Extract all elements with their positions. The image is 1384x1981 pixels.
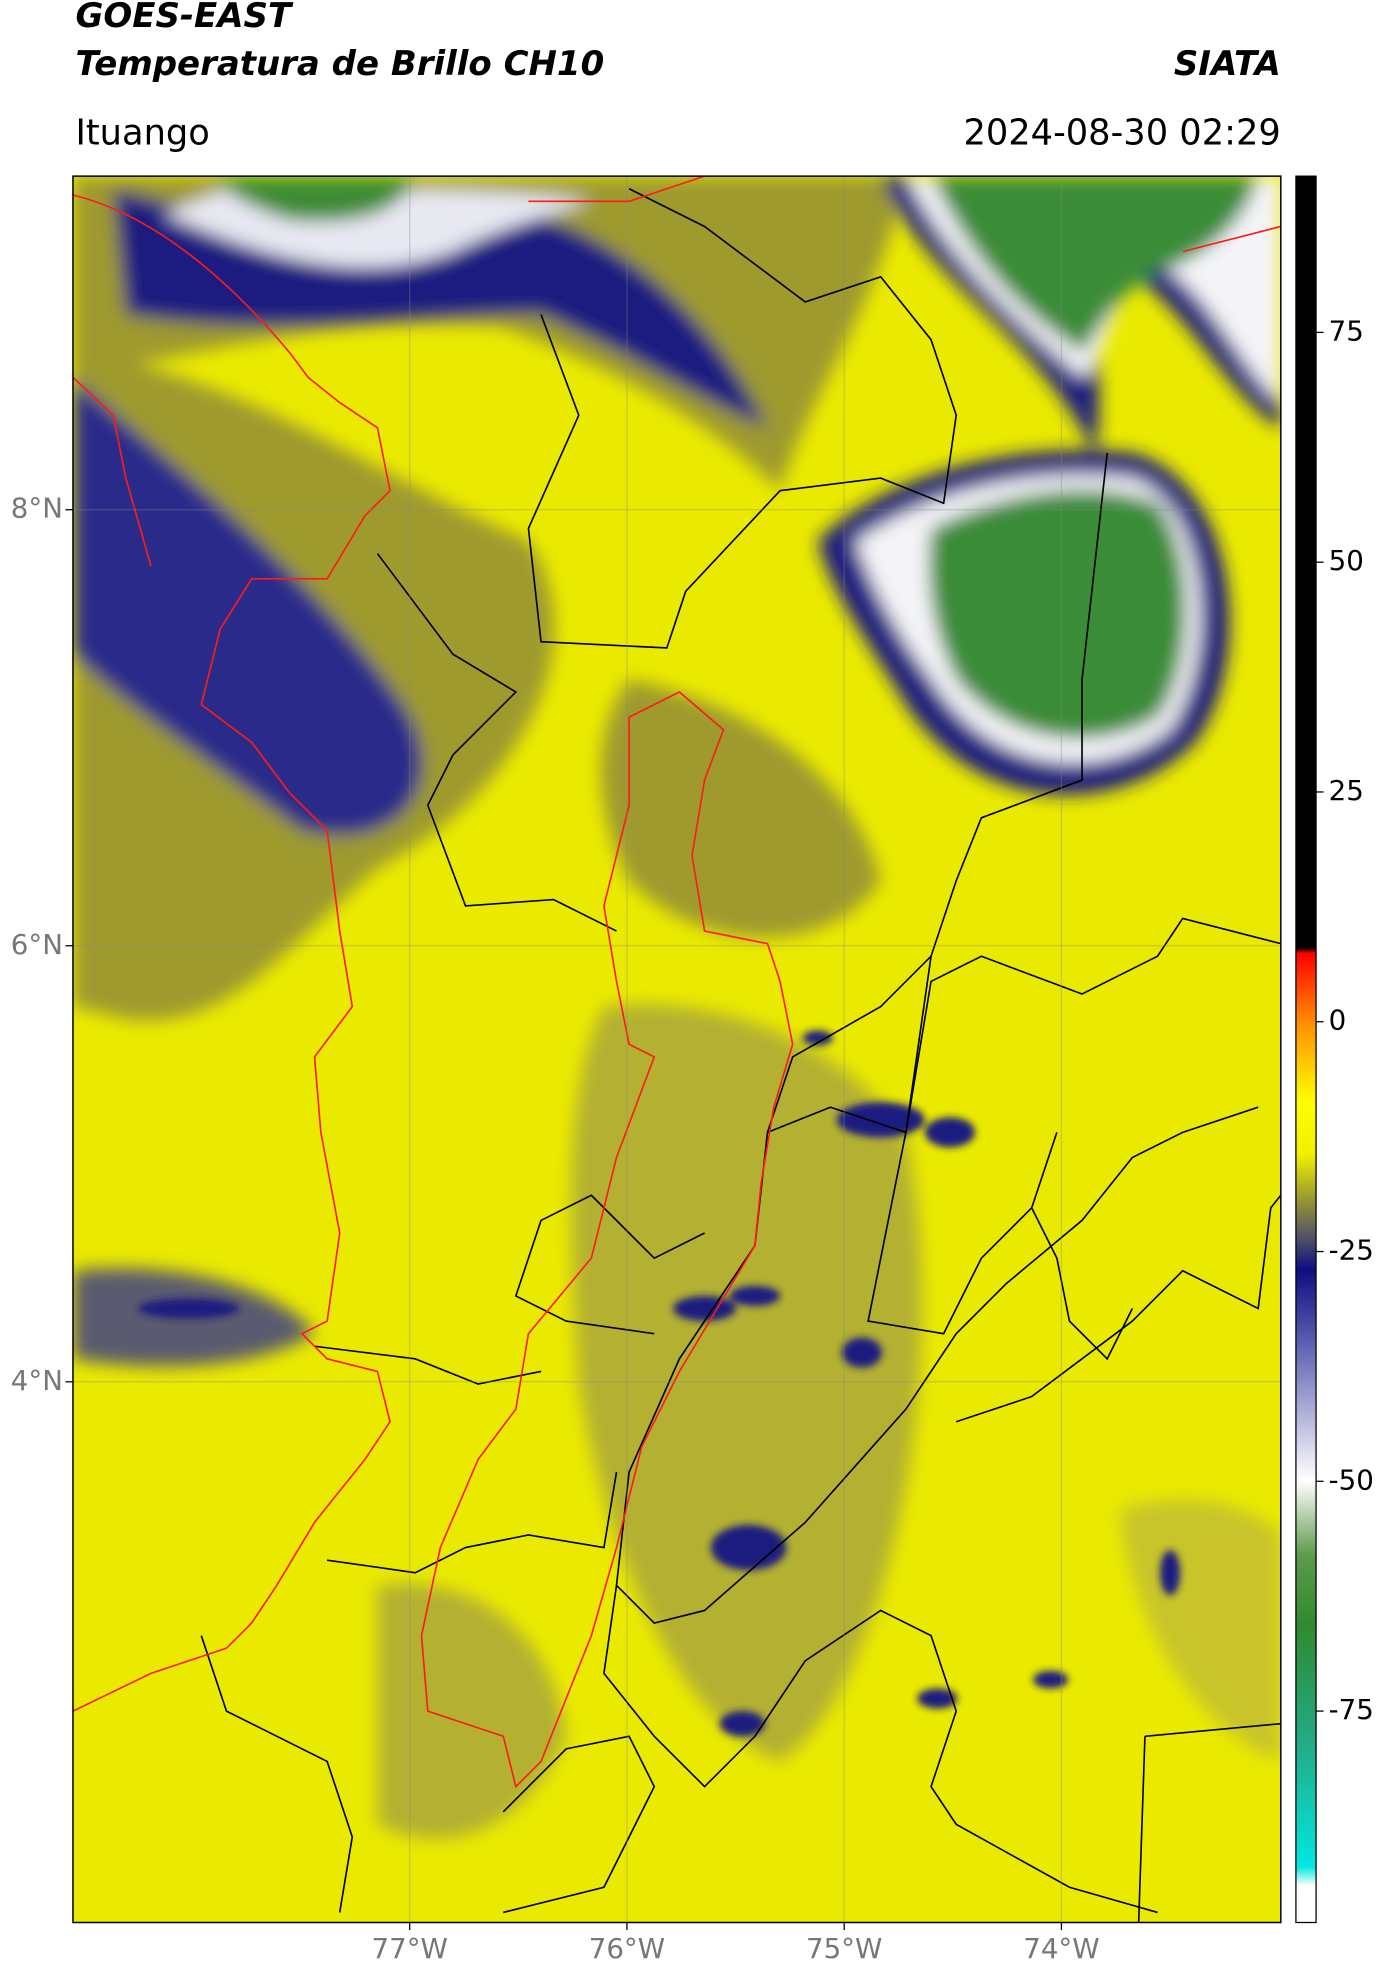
x-tick-label: 74°W [1023,1932,1099,1965]
timestamp: 2024-08-30 02:29 [963,113,1280,154]
satellite-image [72,176,1281,1923]
colorbar-tick-label: 25 [1329,774,1364,807]
source: SIATA [1174,44,1281,84]
colorbar-tick-label: 75 [1329,314,1364,347]
y-tick-label: 8°N [11,492,63,525]
x-tick-label: 75°W [806,1932,882,1965]
title: GOES-EAST [75,0,293,36]
y-tick-label: 6°N [11,928,63,961]
y-tick-label: 4°N [11,1364,63,1397]
x-tick-label: 76°W [589,1932,665,1965]
region-borders [72,176,1281,1789]
colorbar-tick-label: 0 [1329,1004,1347,1037]
map-grid [72,176,1281,1923]
colorbar [1295,175,1317,1924]
colorbar-tick-label: 50 [1329,544,1364,577]
colorbar-tick-label: -75 [1329,1693,1374,1726]
subtitle: Temperatura de Brillo CH10 [75,44,604,84]
map-frame [72,175,1282,1924]
colorbar-tick-label: -25 [1329,1234,1374,1267]
x-tick-label: 77°W [372,1932,448,1965]
colorbar-tick-label: -50 [1329,1463,1374,1496]
location: Ituango [75,113,209,154]
admin-borders [200,187,1281,1923]
